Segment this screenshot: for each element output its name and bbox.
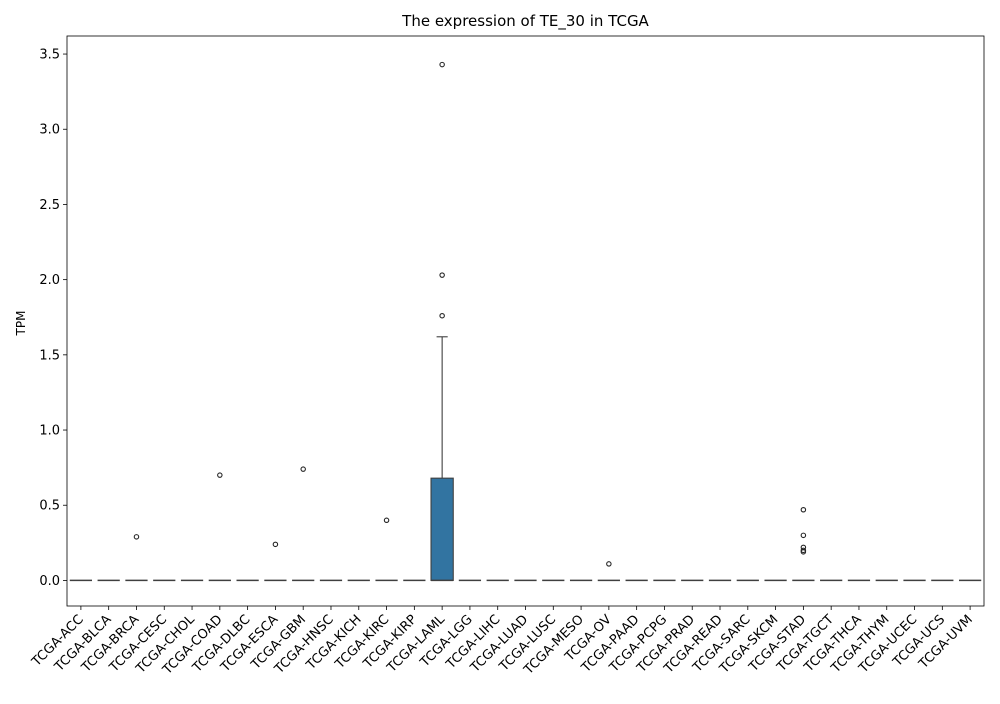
- box-tcga-esca: [264, 541, 287, 582]
- y-tick-label: 1.5: [39, 348, 60, 363]
- outlier-point: [800, 506, 807, 513]
- box-tcga-kirc: [375, 517, 398, 582]
- outlier-point: [439, 272, 445, 278]
- outlier-point: [133, 534, 140, 540]
- y-tick-label: 1.0: [39, 424, 60, 439]
- y-tick-label: 2.5: [39, 198, 60, 213]
- outlier-point: [383, 517, 390, 524]
- outlier-point: [217, 472, 223, 478]
- box-tcga-brca: [125, 534, 148, 582]
- outlier-point: [606, 561, 612, 567]
- y-tick-label: 3.0: [39, 123, 60, 138]
- outlier-point: [439, 61, 445, 68]
- outlier-point: [300, 466, 306, 472]
- y-tick-label: 0.0: [39, 574, 60, 589]
- outlier-point: [800, 547, 807, 554]
- outlier-point: [800, 532, 807, 539]
- y-axis-label: TPM: [14, 311, 28, 337]
- y-tick-label: 3.5: [39, 48, 60, 63]
- box-tcga-ov: [597, 561, 620, 582]
- outlier-point: [272, 541, 279, 548]
- chart-title: The expression of TE_30 in TCGA: [401, 12, 649, 31]
- y-tick-label: 0.5: [39, 499, 60, 514]
- outlier-point: [439, 312, 445, 319]
- box-tcga-gbm: [292, 466, 315, 582]
- box-body: [430, 477, 454, 581]
- box-tcga-laml: [430, 61, 454, 582]
- box-tcga-stad: [792, 506, 815, 582]
- box-tcga-coad: [208, 472, 231, 582]
- outlier-point: [800, 544, 807, 551]
- boxes-layer: [69, 61, 982, 582]
- plot-area-frame: [66, 35, 985, 607]
- y-tick-label: 2.0: [39, 273, 60, 288]
